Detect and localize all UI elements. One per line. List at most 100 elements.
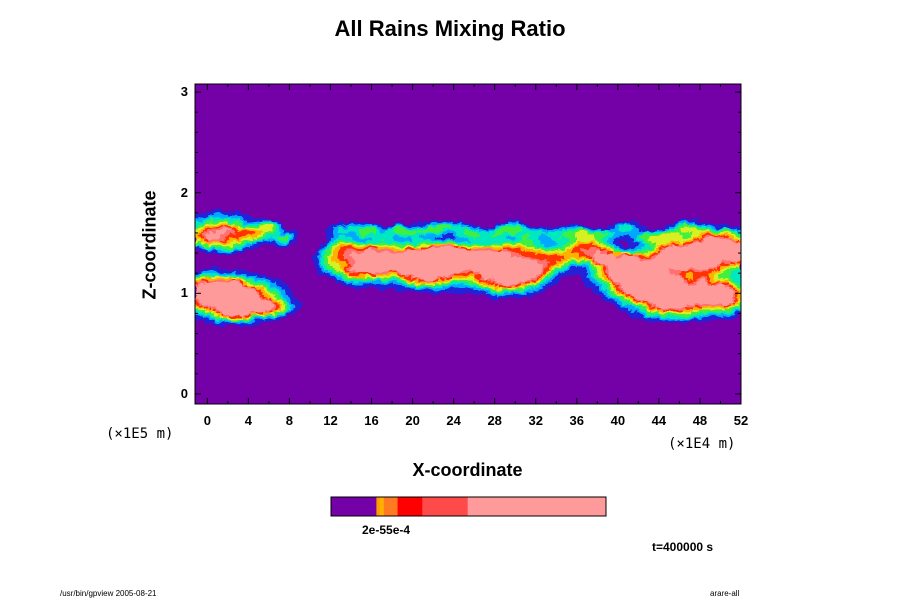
rain-cell [267,300,272,303]
rain-cell [607,266,610,269]
rain-cell [315,252,320,255]
rain-cell [195,294,260,297]
rain-cell [261,296,264,299]
rain-cell [577,242,594,245]
rain-cell [665,226,672,229]
rain-cell [267,298,270,301]
rain-cell [395,236,404,239]
rain-cell [327,262,336,265]
rain-cell [195,306,200,309]
rain-cell [487,292,496,295]
rain-cell [497,250,502,253]
rain-cell [325,234,334,237]
rain-cell [291,236,294,239]
rain-cell [325,268,330,271]
rain-cell [593,284,600,287]
rain-cell [281,310,286,313]
rain-cell [445,278,452,281]
rain-cell [471,292,488,295]
rain-cell [613,242,620,245]
rain-cell [613,250,620,253]
rain-cell [237,228,244,231]
rain-cell [613,292,618,295]
rain-cell [395,272,402,275]
rain-cell [333,272,338,275]
rain-cell [243,282,250,285]
rain-cell [679,234,694,237]
rain-cell [595,264,600,267]
rain-cell [205,246,214,249]
rain-cell [389,228,396,231]
rain-cell [503,288,508,291]
rain-cell [581,250,600,253]
rain-cell [253,234,260,237]
rain-cell [341,284,352,287]
rain-cell [729,280,738,283]
rain-cell [423,284,436,287]
rain-cell [325,232,334,235]
rain-cell [277,288,284,291]
rain-cell [529,234,542,237]
rain-cell [691,236,698,239]
rain-cell [207,218,232,221]
rain-cell [647,302,652,305]
rain-cell [241,236,256,239]
rain-cell [737,230,741,233]
rain-cell [619,224,626,227]
rain-cell [537,278,542,281]
rain-cell [705,280,710,283]
rain-cell [679,232,690,235]
rain-cell [643,240,652,243]
rain-cell [503,234,524,237]
rain-cell [701,314,726,317]
rain-cell [491,244,504,247]
chart-title: All Rains Mixing Ratio [334,16,566,41]
rain-cell [233,244,240,247]
rain-cell [263,286,270,289]
rain-cell [397,274,406,277]
rain-cell [607,252,614,255]
rain-cell [333,240,338,243]
rain-cell [619,296,624,299]
rain-cell [603,270,606,273]
rain-cell [339,270,344,273]
rain-cell [349,270,352,273]
rain-cell [707,278,712,281]
rain-cell [559,266,564,269]
rain-cell [707,228,732,231]
rain-cell [265,314,272,317]
rain-cell [477,232,494,235]
colorbar-segment [422,497,469,516]
rain-cell [423,280,434,283]
rain-cell [631,252,646,255]
rain-cell [327,272,334,275]
rain-cell [341,274,346,277]
rain-cell [519,224,524,227]
rain-cell [731,232,738,235]
rain-cell [205,234,222,237]
rain-cell [617,288,622,291]
rain-cell [347,272,352,275]
rain-cell [721,264,730,267]
rain-cell [211,222,230,225]
rain-cell [547,266,550,269]
rain-cell [223,314,226,317]
rain-cell [467,230,470,233]
rain-cell [541,234,548,237]
rain-cell [283,312,290,315]
rain-cell [617,298,622,301]
rain-cell [689,278,692,281]
rain-cell [597,268,602,271]
rain-cell [313,254,320,257]
rain-cell [557,254,580,257]
rain-cell [363,240,366,243]
rain-cell [547,264,552,267]
rain-cell [537,236,550,239]
rain-cell [509,236,516,239]
rain-cell [709,274,714,277]
rain-cell [489,284,494,287]
rain-cell [703,236,710,239]
rain-cell [609,296,614,299]
rain-cell [243,314,246,317]
rain-cell [481,234,492,237]
